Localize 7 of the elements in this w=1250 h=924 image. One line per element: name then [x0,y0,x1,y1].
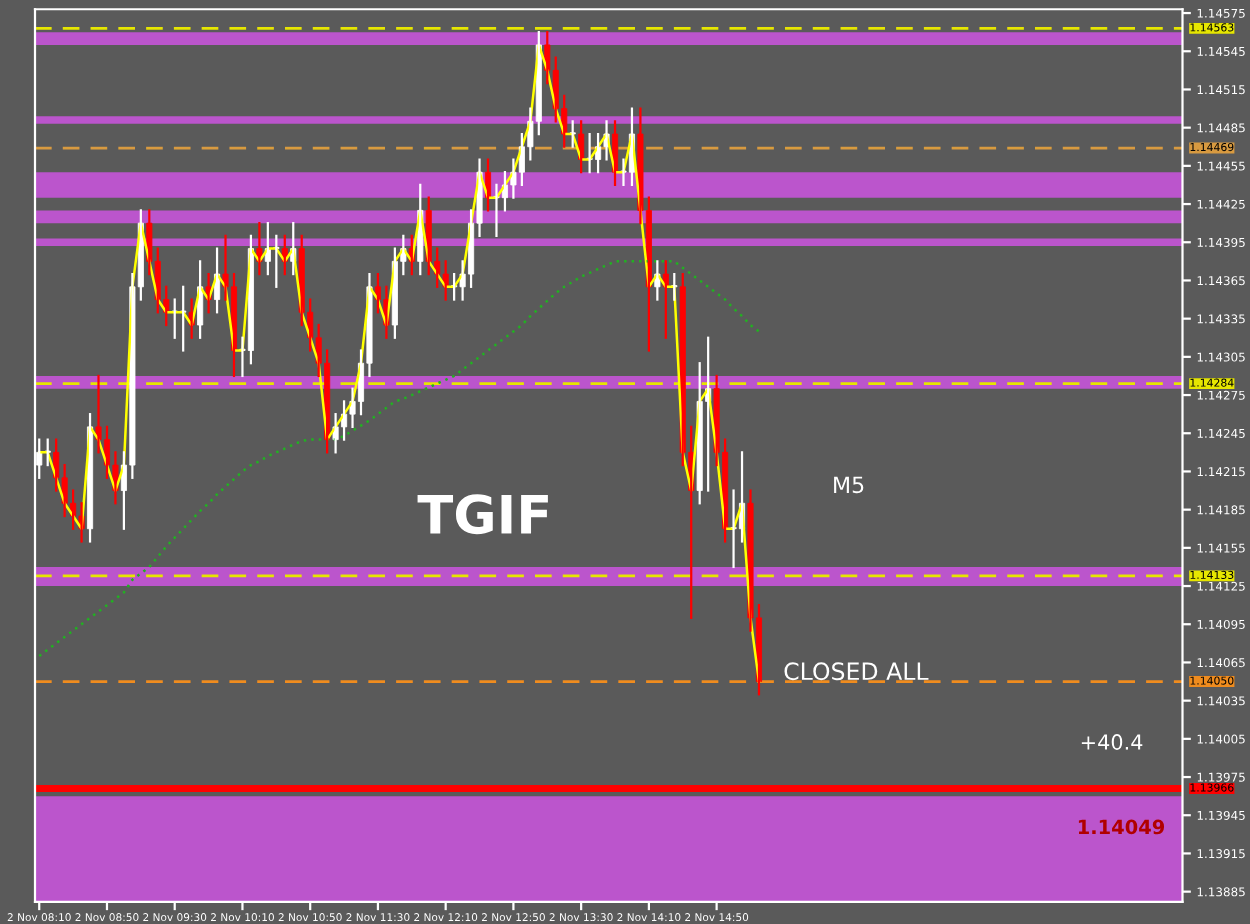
annotation: TGIF [417,494,548,535]
text: CLOSED ALL [784,662,929,681]
line-series [37,260,761,658]
line-series [37,43,761,683]
text: +40.4 [1081,734,1143,750]
text: M5 [834,476,864,494]
text: 1.14049 [1078,819,1165,835]
